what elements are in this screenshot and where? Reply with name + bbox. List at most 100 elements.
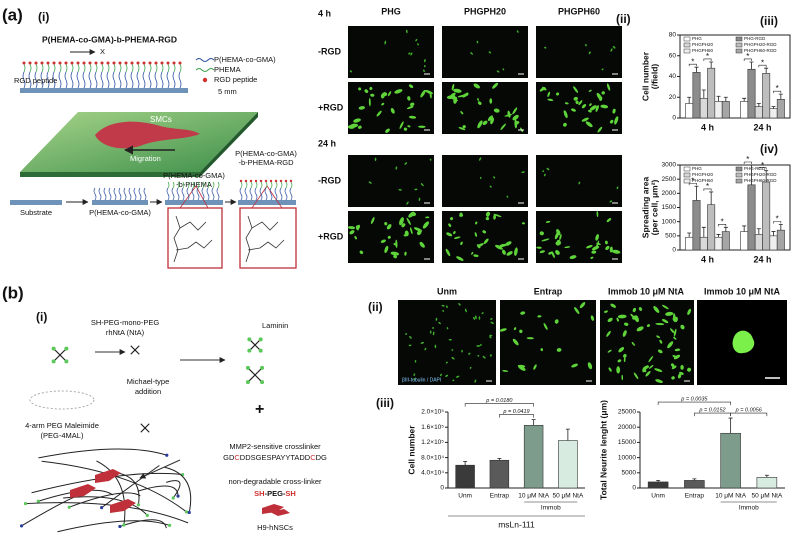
chain xyxy=(22,71,26,89)
x-tick-label: Entrap xyxy=(685,493,705,500)
cell xyxy=(493,213,502,218)
cell xyxy=(505,241,512,246)
cell xyxy=(458,303,461,306)
crosslinker: SH-PEG-SH xyxy=(254,489,296,498)
chain xyxy=(82,71,86,89)
chain xyxy=(89,63,92,73)
cell xyxy=(448,338,452,341)
substrate xyxy=(165,200,223,205)
y-tick-label: 3000 xyxy=(662,162,677,169)
cell xyxy=(605,245,610,251)
chain xyxy=(59,63,62,73)
hydrogel-strand xyxy=(166,480,181,499)
cell xyxy=(445,361,448,364)
cell xyxy=(605,240,608,245)
cell xyxy=(471,251,474,255)
reaction-label: addition xyxy=(135,387,161,396)
cell xyxy=(429,158,432,161)
legend-label: PHGPH20 xyxy=(692,172,714,177)
cell xyxy=(506,251,513,256)
cell xyxy=(450,217,454,221)
bar xyxy=(776,99,785,119)
cell xyxy=(464,308,467,313)
legend-label: PHEMA xyxy=(214,65,241,74)
cell xyxy=(418,197,421,202)
micrograph xyxy=(442,26,528,78)
chain xyxy=(138,187,142,201)
group-label: Immob xyxy=(739,505,759,512)
peg-arm xyxy=(134,345,140,351)
cell xyxy=(595,234,599,241)
cell xyxy=(555,250,560,255)
y-tick-label: 8.0×10⁴ xyxy=(421,454,444,461)
rgd xyxy=(172,61,176,65)
cell xyxy=(514,121,520,125)
maleimide xyxy=(64,346,69,351)
chain xyxy=(131,63,134,73)
peg-arm xyxy=(144,423,150,429)
cell xyxy=(418,125,426,128)
legend-swatch xyxy=(683,172,691,178)
cell xyxy=(425,216,430,219)
cell xyxy=(442,310,445,312)
hydrogel-strand xyxy=(164,466,192,513)
error-bar xyxy=(742,225,747,232)
cell xyxy=(506,195,509,198)
cell xyxy=(386,224,392,230)
cell xyxy=(404,251,407,256)
cell xyxy=(521,222,525,225)
cell xyxy=(573,96,578,101)
cell xyxy=(477,97,479,101)
cell xyxy=(438,321,441,325)
legend-label: PHGPH60 xyxy=(692,48,714,53)
cell xyxy=(526,337,534,340)
ligand xyxy=(184,510,189,514)
chain xyxy=(77,63,80,73)
cell xyxy=(601,91,605,95)
micrograph xyxy=(442,211,528,263)
cell xyxy=(621,374,624,381)
significance-label: p = 0.0035 xyxy=(680,397,708,403)
cell xyxy=(642,366,647,373)
rgd xyxy=(274,179,278,183)
error-bar xyxy=(701,226,706,238)
cell xyxy=(617,314,627,319)
chain xyxy=(41,63,44,73)
cell xyxy=(384,40,387,45)
bar xyxy=(762,181,771,251)
legend-label: PHG-RGD xyxy=(744,36,766,41)
cell xyxy=(493,176,496,179)
cell xyxy=(469,366,472,369)
maleimide xyxy=(258,337,263,342)
rgd xyxy=(64,61,68,65)
cell xyxy=(359,250,364,255)
group-label: Immob xyxy=(541,505,561,512)
bar xyxy=(558,440,578,489)
cell xyxy=(559,234,562,241)
legend-swatch xyxy=(683,48,691,54)
cell xyxy=(349,230,355,235)
chain xyxy=(128,187,132,201)
error-bar xyxy=(716,95,721,102)
cell xyxy=(414,188,418,191)
cell xyxy=(405,333,408,335)
cell xyxy=(460,111,464,115)
cell xyxy=(493,108,500,113)
cell xyxy=(543,173,546,177)
cell xyxy=(473,316,476,320)
hydrogel-strand xyxy=(96,460,126,526)
x-tick-label: 4 h xyxy=(701,122,714,132)
x-tick-label: 10 μM NtA xyxy=(518,493,550,500)
step-label: P(HEMA-co-GMA) xyxy=(163,171,225,180)
cell xyxy=(476,345,481,347)
cell xyxy=(390,251,400,256)
cell xyxy=(677,373,682,379)
rgd xyxy=(284,179,288,183)
cell xyxy=(516,30,519,33)
x-tick-label: 24 h xyxy=(753,122,771,132)
cell xyxy=(489,336,492,339)
cell xyxy=(661,318,669,324)
cell xyxy=(406,201,409,205)
x-tick-label: 4 h xyxy=(701,254,714,264)
x-tick-label: Entrap xyxy=(490,493,510,500)
